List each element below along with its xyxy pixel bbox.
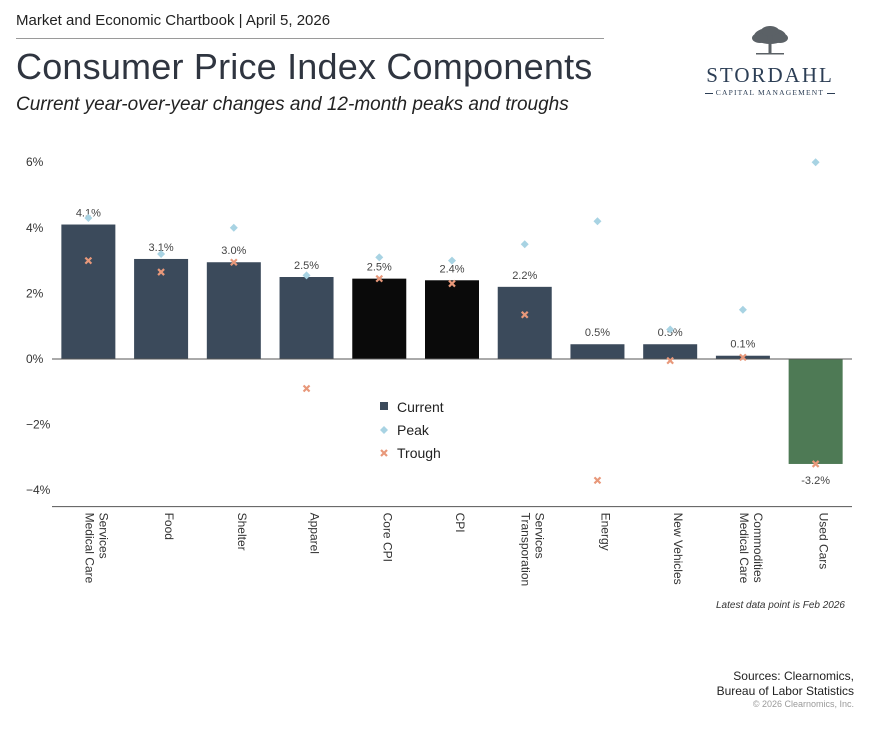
page-title: Consumer Price Index Components [16,46,593,87]
legend-swatch-trough [380,449,388,457]
category-label: CPI [453,513,467,533]
bar-current [497,286,552,359]
bar-current [279,277,334,359]
peak-marker [738,305,747,314]
y-tick-label: −4% [26,483,51,497]
category-label: Commodities [751,513,765,583]
peak-marker [229,223,238,232]
chartbook-header: Market and Economic Chartbook | April 5,… [16,12,331,29]
trough-marker [520,310,529,319]
category-label: Food [162,513,176,540]
y-tick-label: −2% [26,418,51,432]
trough-marker [84,256,93,265]
logo-name: STORDAHL [706,63,834,87]
data-label: 0.1% [730,339,755,351]
peak-marker [84,213,93,222]
category-label: Used Cars [817,513,831,570]
category-label: Services [96,513,110,559]
category-label: New Vehicles [671,513,685,585]
peak-marker [520,240,529,249]
bar-current [134,258,189,359]
trough-marker [157,268,165,276]
legend-label-current: Current [397,399,444,415]
data-label: -3.2% [801,475,830,487]
category-label: Shelter [235,513,249,551]
trough-marker [448,279,456,288]
data-label: 2.5% [294,260,319,272]
peak-marker [811,158,820,167]
category-label: Medical Care [737,513,751,584]
bar-current [425,280,479,359]
category-label: Services [533,513,547,559]
legend-swatch-current [380,402,388,410]
sources-line-1: Sources: Clearnomics, [733,669,854,683]
category-label: Core CPI [380,513,394,562]
header-divider [16,38,604,39]
logo-tagline-text: CAPITAL MANAGEMENT [715,88,825,97]
category-label: Apparel [308,513,322,554]
legend-label-trough: Trough [397,445,441,461]
bar-current [570,344,625,359]
y-tick-label: 4% [26,221,44,235]
tree-icon [752,26,788,55]
trough-marker [230,258,238,267]
company-logo: STORDAHL CAPITAL MANAGEMENT [700,26,840,97]
data-label: 2.4% [439,263,464,275]
trough-marker [593,476,602,485]
peak-marker [157,250,166,259]
data-label: 3.0% [221,245,246,257]
legend-label-peak: Peak [397,422,430,438]
peak-marker [448,256,456,265]
data-label: 4.1% [76,208,101,220]
logo-tagline: CAPITAL MANAGEMENT [700,88,840,97]
bar-current [788,359,843,464]
bar-current [643,344,698,359]
trough-marker [739,353,747,362]
category-label: Energy [598,513,612,551]
trough-marker [666,356,674,365]
sources-line-2: Bureau of Labor Statistics [716,684,854,698]
y-tick-label: 6% [26,155,44,169]
trough-marker [375,274,384,283]
copyright-note: © 2026 Clearnomics, Inc. [752,699,854,709]
data-footnote: Latest data point is Feb 2026 [716,600,845,611]
data-label: 0.5% [585,327,610,339]
y-tick-label: 2% [26,286,44,300]
bar-current [352,278,407,359]
peak-marker [375,253,384,262]
bar-current [61,224,116,359]
data-label: 2.5% [367,262,392,274]
page-subtitle: Current year-over-year changes and 12-mo… [16,94,569,115]
data-label: 3.1% [149,242,174,254]
bar-current [206,262,261,359]
peak-marker [302,271,311,280]
sources-note: Sources: Clearnomics, Bureau of Labor St… [717,669,854,699]
trough-marker [811,460,820,468]
trough-marker [302,384,311,393]
peak-marker [593,217,602,226]
category-label: Transporation [519,513,533,587]
data-label: 2.2% [512,270,537,282]
y-tick-label: 0% [26,352,44,366]
legend-swatch-peak [380,426,388,434]
category-label: Medical Care [82,513,96,584]
peak-marker [666,325,675,334]
